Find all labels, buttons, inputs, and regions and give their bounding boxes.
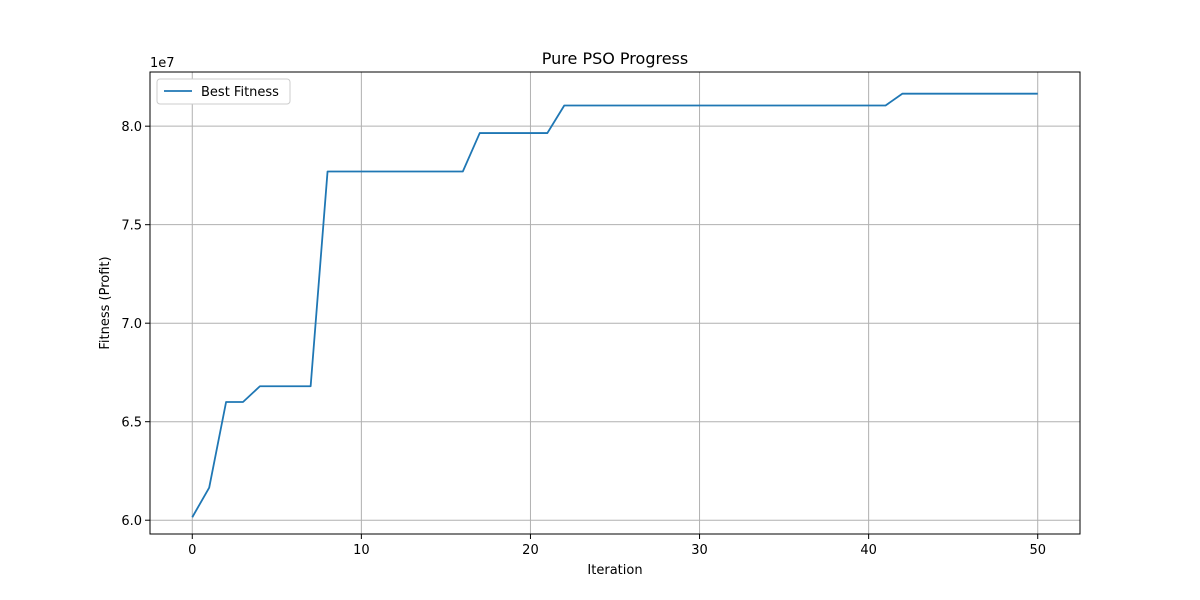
legend: Best Fitness bbox=[156, 78, 291, 105]
y-tick-label: 7.0 bbox=[121, 317, 142, 332]
y-tick-label: 7.5 bbox=[121, 219, 142, 234]
y-axis-offset-label: 1e7 bbox=[150, 56, 175, 71]
y-tick-label: 8.0 bbox=[121, 120, 142, 135]
x-tick-label: 0 bbox=[188, 543, 196, 558]
x-axis: 0 10 20 30 40 50 bbox=[188, 534, 1046, 558]
x-tick-label: 30 bbox=[691, 543, 708, 558]
plot-frame bbox=[149, 71, 1081, 535]
legend-box bbox=[156, 78, 291, 105]
x-tick-label: 40 bbox=[860, 543, 877, 558]
x-tick-label: 10 bbox=[353, 543, 370, 558]
chart-title: Pure PSO Progress bbox=[542, 49, 688, 68]
y-tick-label: 6.5 bbox=[121, 416, 142, 431]
series-layer bbox=[191, 92, 1038, 518]
legend-entry-best-fitness: Best Fitness bbox=[201, 85, 279, 100]
grid bbox=[150, 72, 1080, 534]
series-line-best-fitness bbox=[191, 92, 1038, 518]
y-axis-label: Fitness (Profit) bbox=[98, 256, 113, 349]
y-tick-label: 6.0 bbox=[121, 514, 142, 529]
y-axis: 6.0 6.5 7.0 7.5 8.0 bbox=[121, 120, 150, 529]
x-tick-label: 50 bbox=[1029, 543, 1046, 558]
x-tick-label: 20 bbox=[522, 543, 539, 558]
x-axis-label: Iteration bbox=[587, 563, 642, 578]
